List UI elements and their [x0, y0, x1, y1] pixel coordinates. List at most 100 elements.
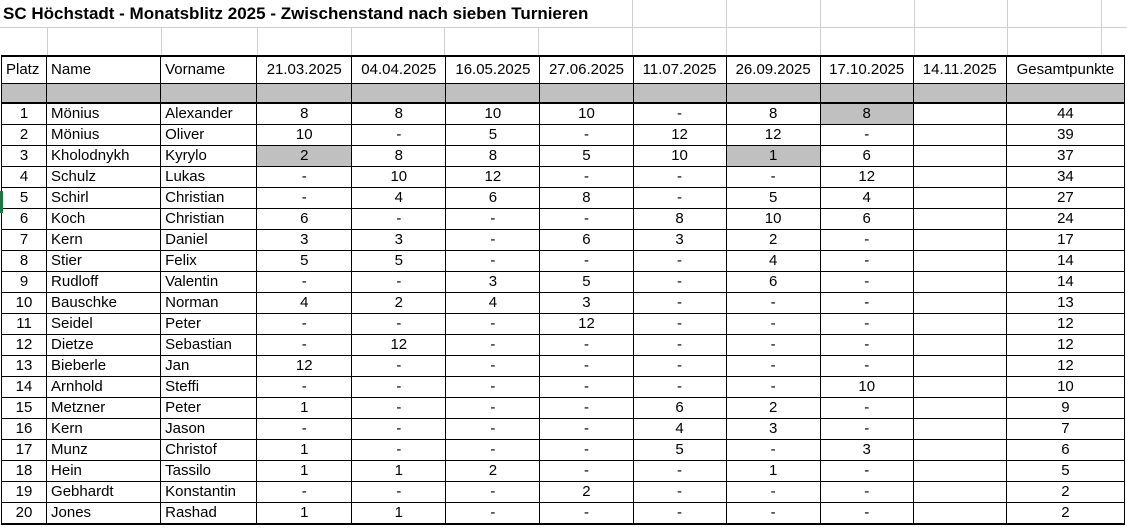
spacer-cell[interactable]: [445, 83, 541, 104]
score-cell[interactable]: -: [445, 502, 541, 525]
score-cell[interactable]: -: [725, 502, 821, 525]
score-cell[interactable]: -: [351, 439, 447, 461]
score-cell[interactable]: 10: [351, 166, 447, 188]
name-cell[interactable]: Bauschke: [46, 292, 162, 314]
name-cell[interactable]: Mönius: [46, 124, 162, 146]
score-cell[interactable]: -: [539, 166, 634, 188]
score-cell[interactable]: -: [819, 502, 914, 525]
rank-cell[interactable]: 1: [0, 102, 48, 125]
score-cell[interactable]: -: [632, 271, 727, 293]
score-cell[interactable]: 5: [256, 250, 353, 272]
score-cell[interactable]: [912, 502, 1007, 525]
score-cell[interactable]: 2: [539, 481, 634, 503]
score-cell[interactable]: 10: [819, 376, 914, 398]
score-cell[interactable]: -: [819, 124, 914, 146]
score-cell[interactable]: 3: [725, 418, 821, 440]
score-cell[interactable]: 12: [632, 124, 727, 146]
score-cell[interactable]: 8: [445, 145, 541, 167]
score-cell[interactable]: -: [256, 418, 353, 440]
score-cell[interactable]: -: [632, 250, 727, 272]
score-cell[interactable]: 6: [539, 229, 634, 251]
name-cell[interactable]: Kern: [46, 418, 162, 440]
rank-cell[interactable]: 3: [0, 145, 48, 167]
score-cell[interactable]: [912, 102, 1007, 125]
score-cell[interactable]: -: [539, 502, 634, 525]
total-cell[interactable]: 6: [1005, 439, 1126, 461]
score-cell[interactable]: -: [351, 313, 447, 335]
score-cell[interactable]: -: [351, 481, 447, 503]
score-cell[interactable]: -: [539, 124, 634, 146]
score-cell[interactable]: [912, 271, 1007, 293]
column-header-date-1[interactable]: 21.03.2025: [256, 55, 353, 84]
spacer-cell[interactable]: [160, 83, 258, 104]
score-cell[interactable]: -: [819, 397, 914, 419]
total-cell[interactable]: 2: [1005, 502, 1126, 525]
column-header-date-5[interactable]: 11.07.2025: [632, 55, 727, 84]
score-cell[interactable]: [912, 376, 1007, 398]
score-cell[interactable]: 12: [539, 313, 634, 335]
firstname-cell[interactable]: Jason: [160, 418, 258, 440]
score-cell[interactable]: [912, 166, 1007, 188]
rank-cell[interactable]: 11: [0, 313, 48, 335]
firstname-cell[interactable]: Jan: [160, 355, 258, 377]
score-cell[interactable]: -: [539, 208, 634, 230]
firstname-cell[interactable]: Felix: [160, 250, 258, 272]
total-cell[interactable]: 34: [1005, 166, 1126, 188]
column-header-name[interactable]: Name: [46, 55, 162, 84]
score-cell[interactable]: 10: [445, 102, 541, 125]
score-cell[interactable]: 2: [725, 397, 821, 419]
spacer-cell[interactable]: [1005, 83, 1126, 104]
firstname-cell[interactable]: Peter: [160, 313, 258, 335]
score-cell[interactable]: 5: [539, 145, 634, 167]
total-cell[interactable]: 17: [1005, 229, 1126, 251]
score-cell[interactable]: -: [632, 481, 727, 503]
score-cell[interactable]: -: [445, 334, 541, 356]
name-cell[interactable]: Jones: [46, 502, 162, 525]
column-header-platz[interactable]: Platz: [0, 55, 48, 84]
score-cell[interactable]: -: [819, 229, 914, 251]
score-cell[interactable]: 8: [819, 102, 914, 125]
score-cell[interactable]: -: [632, 313, 727, 335]
score-cell[interactable]: -: [725, 313, 821, 335]
score-cell[interactable]: -: [819, 418, 914, 440]
score-cell[interactable]: [912, 334, 1007, 356]
score-cell[interactable]: 8: [632, 208, 727, 230]
score-cell[interactable]: 8: [256, 102, 353, 125]
score-cell[interactable]: 5: [632, 439, 727, 461]
score-cell[interactable]: 4: [725, 250, 821, 272]
score-cell[interactable]: -: [445, 376, 541, 398]
score-cell[interactable]: 12: [256, 355, 353, 377]
rank-cell[interactable]: 5: [0, 187, 48, 209]
score-cell[interactable]: 4: [256, 292, 353, 314]
spacer-cell[interactable]: [46, 83, 162, 104]
score-cell[interactable]: -: [725, 292, 821, 314]
total-cell[interactable]: 10: [1005, 376, 1126, 398]
score-cell[interactable]: 1: [256, 502, 353, 525]
score-cell[interactable]: 10: [256, 124, 353, 146]
score-cell[interactable]: 5: [725, 187, 821, 209]
score-cell[interactable]: 12: [445, 166, 541, 188]
spacer-cell[interactable]: [632, 83, 727, 104]
score-cell[interactable]: 4: [351, 187, 447, 209]
score-cell[interactable]: -: [632, 502, 727, 525]
total-cell[interactable]: 12: [1005, 334, 1126, 356]
name-cell[interactable]: Koch: [46, 208, 162, 230]
score-cell[interactable]: -: [725, 481, 821, 503]
firstname-cell[interactable]: Konstantin: [160, 481, 258, 503]
score-cell[interactable]: 10: [632, 145, 727, 167]
score-cell[interactable]: -: [819, 355, 914, 377]
score-cell[interactable]: -: [539, 439, 634, 461]
score-cell[interactable]: 1: [725, 145, 821, 167]
name-cell[interactable]: Rudloff: [46, 271, 162, 293]
score-cell[interactable]: -: [725, 376, 821, 398]
total-cell[interactable]: 12: [1005, 313, 1126, 335]
column-header-vorname[interactable]: Vorname: [160, 55, 258, 84]
total-cell[interactable]: 5: [1005, 460, 1126, 482]
total-cell[interactable]: 13: [1005, 292, 1126, 314]
score-cell[interactable]: -: [445, 418, 541, 440]
score-cell[interactable]: 3: [632, 229, 727, 251]
firstname-cell[interactable]: Kyrylo: [160, 145, 258, 167]
score-cell[interactable]: 1: [256, 397, 353, 419]
score-cell[interactable]: [912, 418, 1007, 440]
score-cell[interactable]: -: [632, 102, 727, 125]
